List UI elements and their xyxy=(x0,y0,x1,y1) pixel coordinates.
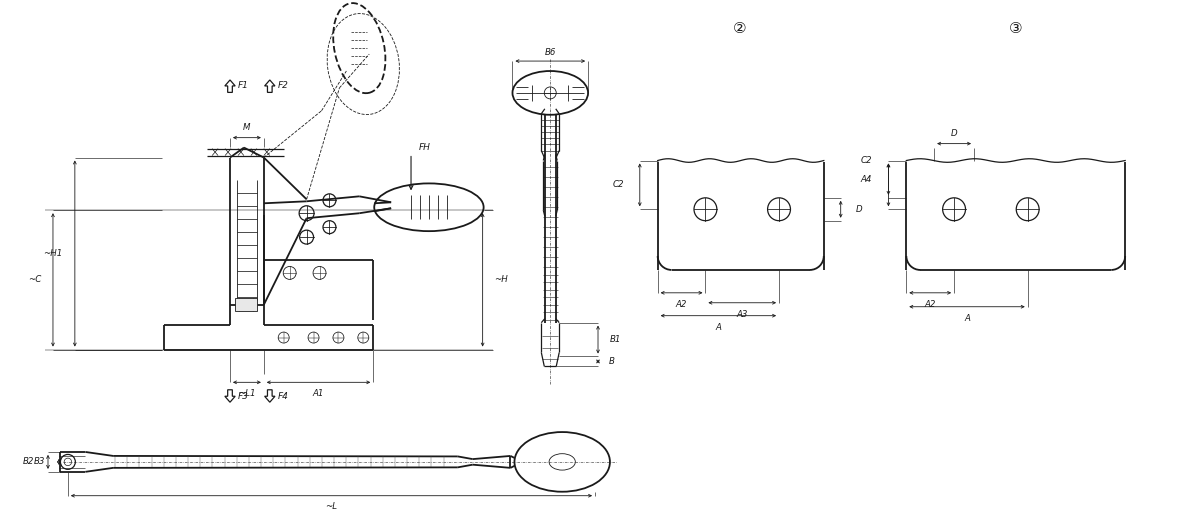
Text: FH: FH xyxy=(419,143,431,152)
Text: A4: A4 xyxy=(860,175,872,184)
Text: B: B xyxy=(608,357,614,366)
Text: C2: C2 xyxy=(860,156,872,164)
Text: A1: A1 xyxy=(313,389,324,398)
Text: B2: B2 xyxy=(23,457,34,467)
Bar xyxy=(235,298,257,311)
Text: D: D xyxy=(856,205,862,214)
Text: ~L: ~L xyxy=(325,502,337,511)
Text: C2: C2 xyxy=(612,180,624,190)
Text: A2: A2 xyxy=(924,300,936,309)
Text: F3: F3 xyxy=(238,392,250,401)
Text: ~C: ~C xyxy=(29,276,42,284)
Text: F4: F4 xyxy=(278,392,289,401)
Text: B6: B6 xyxy=(545,47,556,57)
Text: B1: B1 xyxy=(611,335,622,344)
Text: A3: A3 xyxy=(737,310,748,319)
Text: ~H1: ~H1 xyxy=(43,249,62,258)
Text: A: A xyxy=(964,314,970,323)
Text: ③: ③ xyxy=(1009,21,1022,36)
Text: A: A xyxy=(715,323,721,332)
Text: F1: F1 xyxy=(238,81,250,91)
Text: M: M xyxy=(244,123,251,132)
Text: ~H: ~H xyxy=(493,276,508,284)
Text: ~L1: ~L1 xyxy=(238,389,256,398)
Text: A2: A2 xyxy=(676,300,688,309)
Text: B3: B3 xyxy=(34,457,44,467)
Text: F2: F2 xyxy=(278,81,289,91)
Text: D: D xyxy=(950,129,958,138)
Text: ②: ② xyxy=(732,21,746,36)
